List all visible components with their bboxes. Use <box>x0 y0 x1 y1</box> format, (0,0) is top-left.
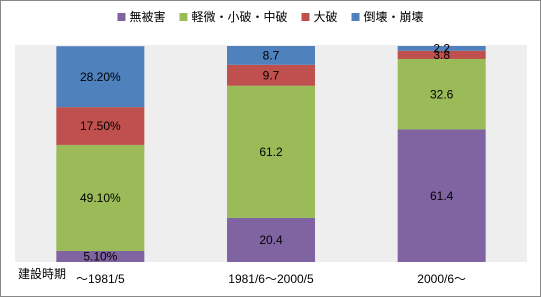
value-label: 28.20% <box>80 70 121 84</box>
bar-segment <box>56 107 145 145</box>
value-label: 61.4 <box>430 189 454 203</box>
bar-segment <box>227 217 315 262</box>
bar-segment <box>227 64 315 86</box>
legend-swatch <box>301 13 310 21</box>
legend-swatch <box>117 13 126 21</box>
legend-label: 大破 <box>314 9 338 24</box>
bar-segment <box>397 50 486 59</box>
value-label: 3.8 <box>433 48 450 62</box>
bar-segment <box>56 250 145 262</box>
value-label: 61.2 <box>259 145 283 159</box>
value-label: 20.4 <box>259 233 283 247</box>
x-tick-label: 2000/6～ <box>417 272 466 286</box>
legend-swatch <box>351 13 360 21</box>
x-tick-label: 1981/6～2000/5 <box>228 272 314 286</box>
value-label: 2.2 <box>433 42 450 56</box>
bar-segment <box>227 85 315 218</box>
legend-swatch <box>179 13 188 21</box>
x-axis-label: 建設時期 <box>18 266 66 281</box>
legend-label: 無被害 <box>129 9 165 24</box>
bar-segment <box>56 46 145 108</box>
value-label: 8.7 <box>263 49 280 63</box>
value-label: 49.10% <box>80 191 121 205</box>
legend-label: 倒壊・崩壊 <box>364 10 424 24</box>
value-label: 32.6 <box>430 87 454 101</box>
bar-segment <box>397 58 486 130</box>
bar-segment <box>56 144 145 251</box>
value-label: 17.50% <box>80 119 121 133</box>
value-label: 5.10% <box>83 250 117 264</box>
value-label: 9.7 <box>263 68 280 82</box>
legend-label: 軽微・小破・中破 <box>191 9 287 24</box>
bar-segment <box>397 46 486 51</box>
bar-segment <box>397 129 486 262</box>
bar-segment <box>227 46 315 65</box>
x-tick-label: ～1981/5 <box>76 272 125 286</box>
